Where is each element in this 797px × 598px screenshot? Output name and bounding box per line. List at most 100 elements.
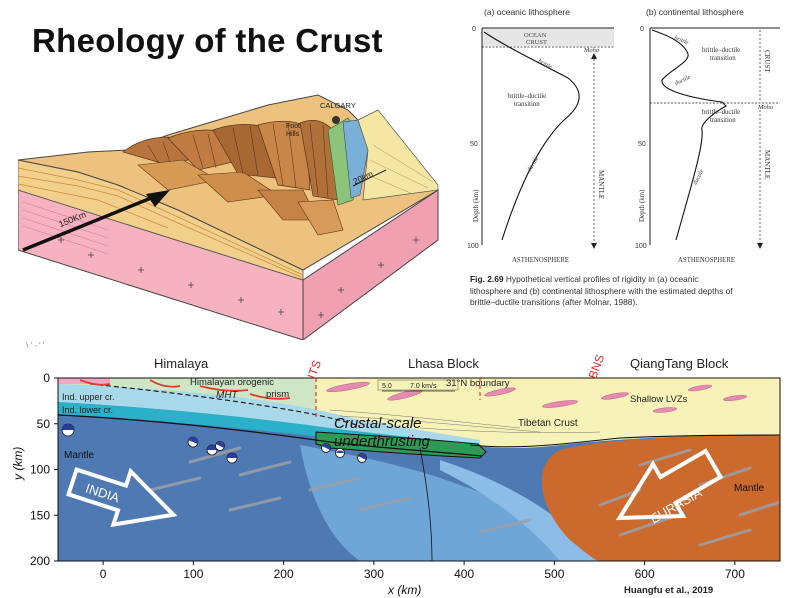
basement-crosses xyxy=(58,237,419,318)
y-tick-label: 150 xyxy=(30,508,50,522)
ytick-a-100: 100 xyxy=(468,243,479,250)
label-mantle-india: Mantle xyxy=(64,450,94,461)
calgary-marker xyxy=(332,116,340,124)
label-orogenic-prism-1: Himalayan orogenic xyxy=(190,377,274,388)
label-orogenic-prism-2: prism xyxy=(266,389,289,400)
moho-label-a: Moho xyxy=(583,47,600,54)
crust-label-b: CRUST xyxy=(763,50,771,73)
transition-label-b-1: brittle–ductile xyxy=(702,47,740,54)
y-tick-label: 100 xyxy=(30,463,50,477)
red-faults xyxy=(79,379,291,400)
profile-b: (b) continental lithosphere brittle brit… xyxy=(630,0,797,300)
push-arrow-head xyxy=(146,190,170,207)
ductile-label-b: ductile xyxy=(674,74,692,86)
x-axis-label: x (km) xyxy=(387,583,421,597)
label-foothills-2: Hills xyxy=(286,131,300,138)
plains xyxy=(357,109,439,201)
thrust-sheets xyxy=(122,120,344,236)
label-bns: BNS xyxy=(586,353,608,381)
label-crustal-scale: Crustal-scale xyxy=(334,415,422,432)
ytick-a-0: 0 xyxy=(472,26,476,33)
label-shallow-lvzs: Shallow LVZs xyxy=(630,394,688,405)
brittle-label-b: brittle xyxy=(673,35,689,46)
label-velocity-min: 5.0 xyxy=(382,383,392,390)
push-arrow xyxy=(22,194,157,252)
credit-text: Huangfu et al., 2019 xyxy=(624,585,714,596)
label-mht: MHT xyxy=(216,390,239,401)
label-underthrusting: underthrusting xyxy=(334,433,431,450)
caption-line-1: Hypothetical vertical profiles of rigidi… xyxy=(505,274,699,284)
transition2-label-b-2: transition xyxy=(710,117,736,124)
ocean-crust-label-1: OCEAN xyxy=(524,32,547,39)
x-tick-label: 300 xyxy=(364,567,384,581)
block-diagram: CALGARY Foot Hills 20km 150Km xyxy=(17,90,448,341)
region-qiangtang: QiangTang Block xyxy=(630,356,729,371)
indian-upper-crust xyxy=(58,384,480,446)
label-foothills-1: Foot xyxy=(286,123,300,130)
caption-line-2: lithosphere and (b) continental lithosph… xyxy=(470,285,733,296)
x-tick-label: 100 xyxy=(183,567,203,581)
rigidity-curve-a xyxy=(483,31,580,241)
ytick-a-50: 50 xyxy=(470,141,478,148)
y-axis-label: y (km) xyxy=(11,447,25,481)
region-lhasa: Lhasa Block xyxy=(408,356,479,371)
ylabel-b: Depth (km) xyxy=(638,189,646,222)
label-tibetan-crust: Tibetan Crust xyxy=(518,418,578,429)
page-title: Rheology of the Crust xyxy=(32,22,383,59)
rigidity-curve-b xyxy=(651,29,727,241)
x-tick-label: 600 xyxy=(635,567,655,581)
ytick-b-100: 100 xyxy=(635,243,647,250)
x-tick-label: 500 xyxy=(544,567,564,581)
label-its: ITS xyxy=(305,358,325,380)
y-axis-ticks: 0 50 100 150 200 xyxy=(30,371,58,568)
region-himalaya: Himalaya xyxy=(154,356,209,371)
cross-section: \ ′ - ′ ′ Himalaya Lhasa Block QiangTang… xyxy=(0,340,797,598)
label-31n-boundary: 31°N boundary xyxy=(446,378,510,389)
caption-fig: Fig. 2.69 xyxy=(470,274,504,284)
scale-bar-20km xyxy=(352,169,387,187)
focal-mechanisms xyxy=(61,423,367,464)
label-lower-crust: Ind. lower cr. xyxy=(62,405,113,415)
slab-light-blue xyxy=(300,445,590,561)
brittle-label-a: brittle xyxy=(537,58,553,70)
profile-b-heading: (b) continental lithosphere xyxy=(646,7,744,17)
shallow-lvzs xyxy=(326,381,748,413)
ocean-crust-zone xyxy=(482,28,614,46)
transition-label-b-2: transition xyxy=(710,55,736,62)
ylabel-a: Depth (km) xyxy=(472,189,480,222)
profile-a: (a) oceanic lithosphere OCEAN CRUST Moho… xyxy=(467,0,638,300)
transition2-label-b-1: brittle–ductile xyxy=(702,109,740,116)
x-tick-label: 700 xyxy=(725,567,745,581)
label-calgary: CALGARY xyxy=(320,101,356,110)
ductile-label-a: ductile xyxy=(527,156,541,173)
ocean-crust-label-2: CRUST xyxy=(526,39,547,46)
transition-label-a-2: transition xyxy=(514,101,540,108)
plot-area xyxy=(58,378,780,561)
figure-caption: Fig. 2.69 Hypothetical vertical profiles… xyxy=(470,274,790,309)
x-tick-label: 400 xyxy=(454,567,474,581)
x-axis-ticks: 0 100 200 300 400 500 600 700 xyxy=(100,561,745,581)
profile-a-heading: (a) oceanic lithosphere xyxy=(484,7,570,17)
label-upper-crust: Ind. upper cr. xyxy=(62,392,115,402)
label-mantle-eurasia: Mantle xyxy=(734,483,764,494)
underthrust-lens xyxy=(315,431,487,459)
ductile2-label-b: ductile xyxy=(692,168,705,186)
faint-header-text: \ ′ - ′ ′ xyxy=(26,341,45,350)
ytick-b-0: 0 xyxy=(640,26,644,33)
moho-label-b: Moho xyxy=(757,104,774,111)
y-tick-label: 200 xyxy=(30,554,50,568)
y-tick-label: 50 xyxy=(37,417,51,431)
caption-line-3: brittle–ductile transitions (after Molna… xyxy=(470,297,638,307)
x-tick-label: 200 xyxy=(274,567,294,581)
x-tick-label: 0 xyxy=(100,567,107,581)
mantle-label-b: MANTLE xyxy=(763,150,771,179)
mantle-label-a: MANTLE xyxy=(597,170,605,199)
asthenosphere-label-b: ASTHENOSPHERE xyxy=(678,257,735,264)
transition-label-a-1: brittle–ductile xyxy=(508,93,546,100)
y-tick-label: 0 xyxy=(43,371,50,385)
moho-line xyxy=(58,414,483,457)
asthenosphere-label-a: ASTHENOSPHERE xyxy=(512,257,569,264)
label-velocity-max: 7.0 km/s xyxy=(410,383,437,390)
ytick-b-50: 50 xyxy=(638,141,646,148)
mantle-eurasia xyxy=(541,435,780,561)
